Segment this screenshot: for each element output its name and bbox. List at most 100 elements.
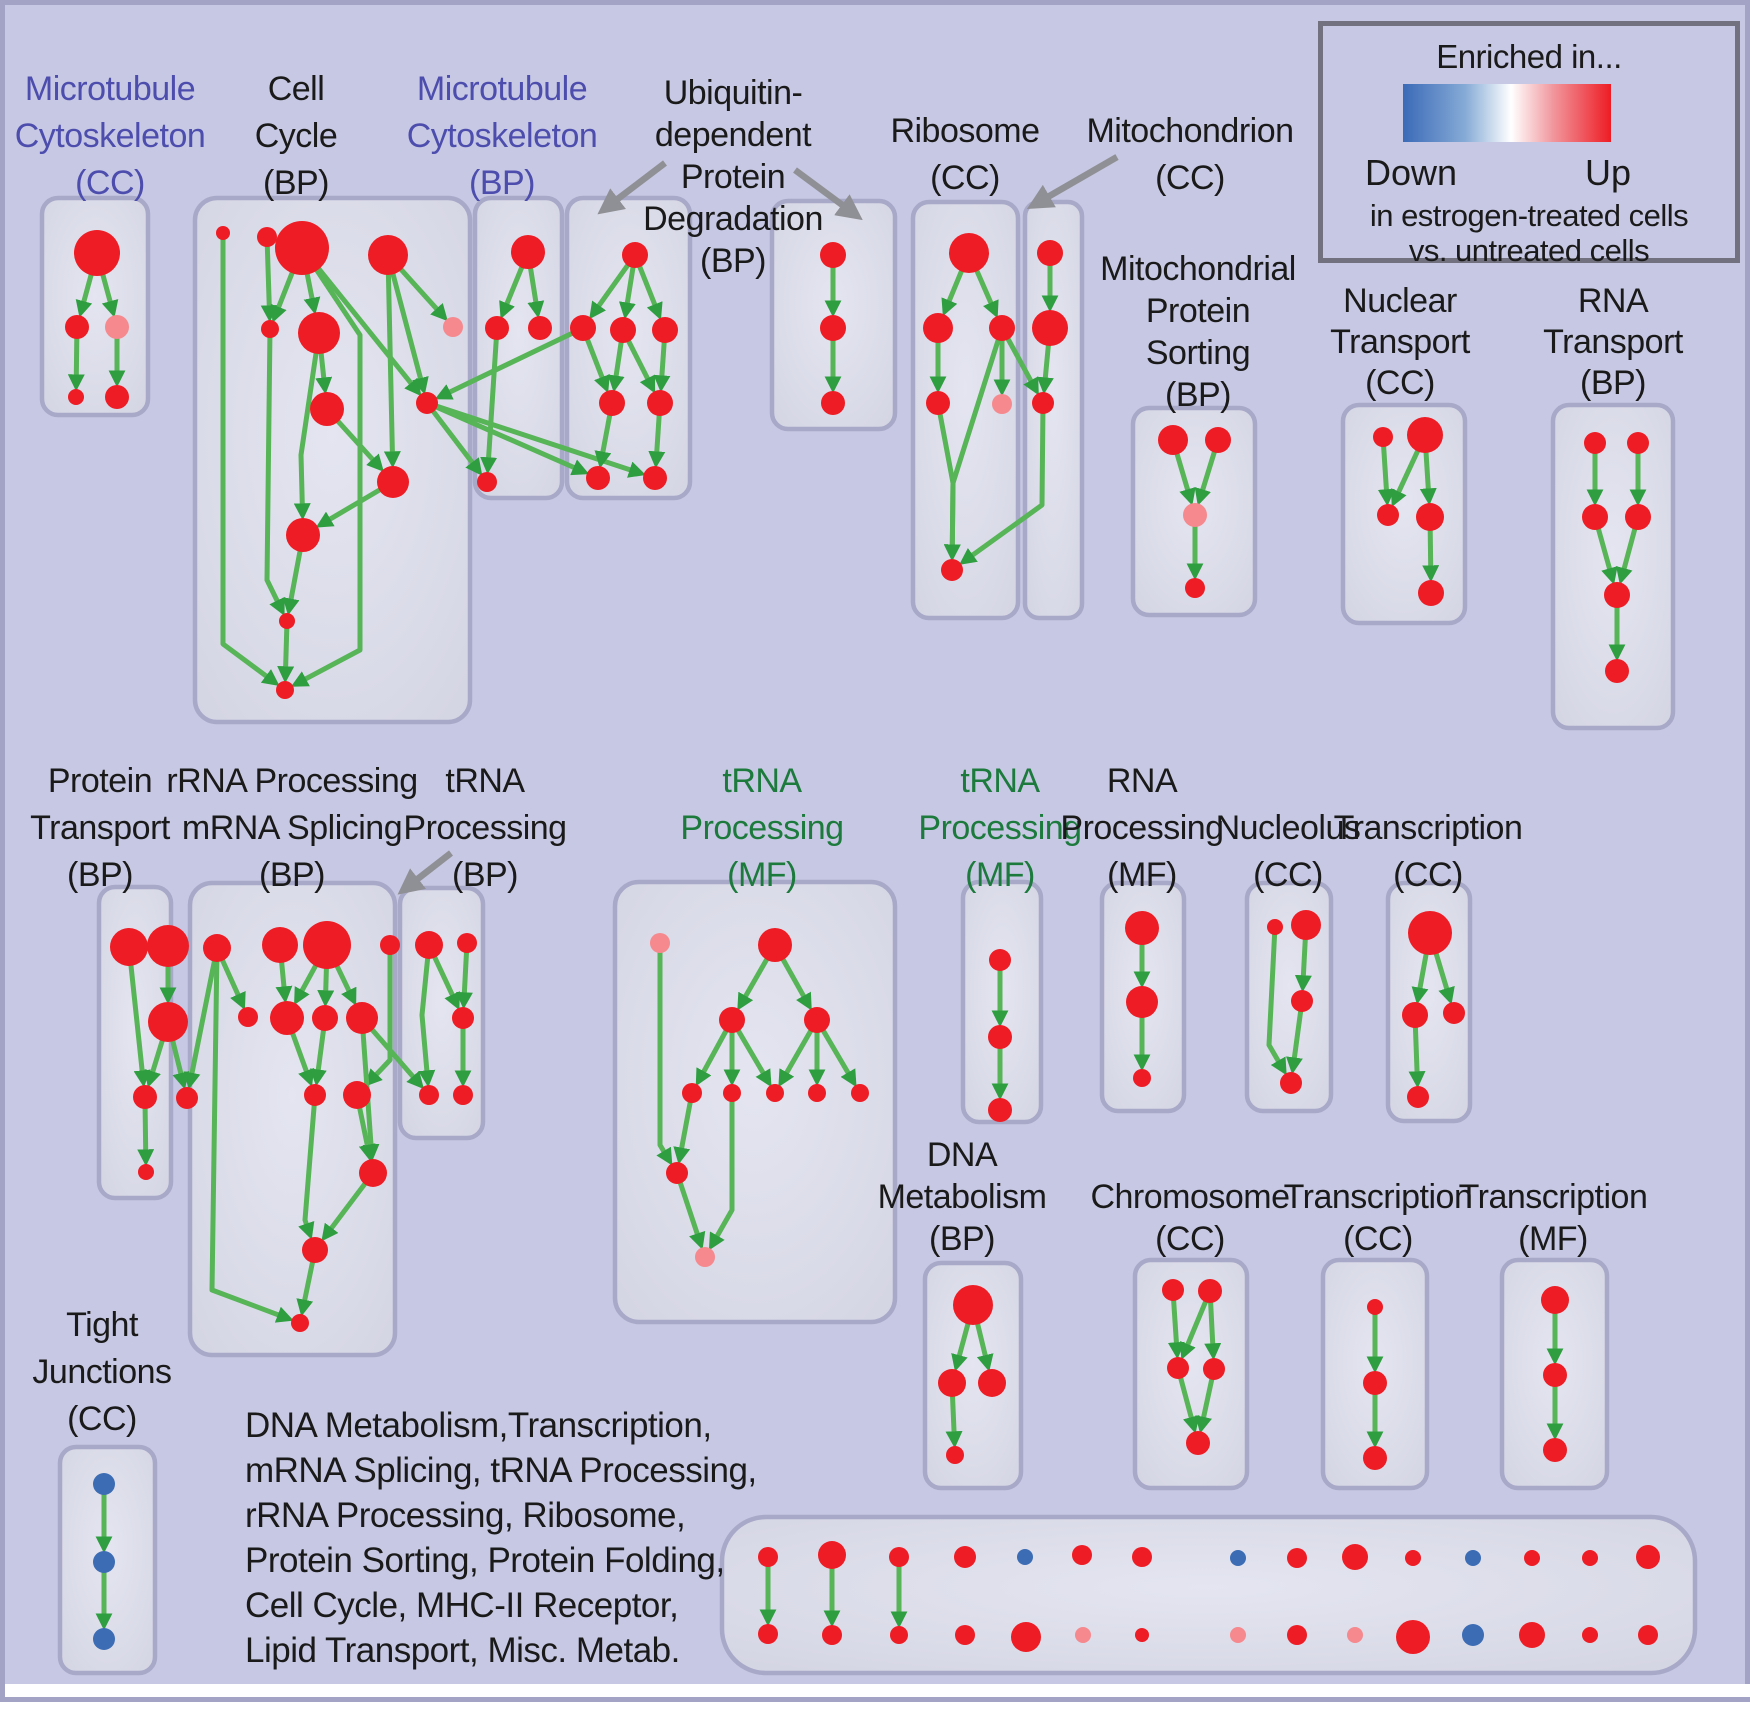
go-term-node-ch5 [1186, 1431, 1210, 1455]
edge-dm1-dm3 [975, 1322, 994, 1372]
go-term-node-v1 [820, 242, 846, 268]
edge-tb1-tb4 [418, 957, 436, 1088]
cluster-box-cell-cycle [192, 195, 473, 725]
cluster-label-microtubule-bp-line-1: Microtubule [417, 70, 587, 108]
edge-mp2-mp3 [1194, 450, 1217, 506]
edge-dm2-dm4 [945, 1395, 963, 1449]
go-term-node-tm3 [719, 1007, 745, 1033]
summary-note-line-6: Lipid Transport, Misc. Metab. [245, 1631, 680, 1670]
go-term-node-m3 [105, 315, 129, 339]
go-term-node-rt5 [1604, 582, 1630, 608]
summary-note: DNA Metabolism,Transcription, mRNA Splici… [245, 1403, 757, 1673]
go-term-node-mp2 [1205, 427, 1231, 453]
go-term-node-tm11 [695, 1247, 715, 1267]
go-term-node-rt2 [1627, 432, 1649, 454]
go-term-node-tj1 [93, 1473, 115, 1495]
edge-mb1-mb2 [499, 265, 525, 320]
cluster-box-microtubule-cc [39, 195, 151, 418]
go-term-node-p4b [955, 1625, 975, 1645]
go-term-node-r1 [203, 934, 231, 962]
legend-subtitle-line2: vs. untreated cells [1408, 233, 1650, 268]
cluster-label-trna-processing-bp-line-3: (BP) [452, 856, 518, 894]
edge-w1-w3 [1433, 952, 1455, 1005]
go-term-node-cc11 [279, 613, 295, 629]
edge-u2-u5 [584, 338, 610, 393]
edge-tm4-tm7 [778, 1029, 814, 1088]
edge-r10-r11 [357, 1107, 376, 1162]
go-term-node-m5 [105, 385, 129, 409]
go-term-node-p2t [818, 1541, 846, 1569]
go-term-node-rp1 [1125, 911, 1159, 945]
cluster-label-transcription-cc-mid-line-2: (CC) [1393, 856, 1463, 894]
cluster-label-rrna-mrna-line-1: rRNA Processing [166, 762, 417, 800]
go-term-node-nt4 [1416, 503, 1444, 531]
edge-r4-r10 [365, 954, 393, 1087]
cluster-label-ubiquitin-degradation-line-5: (BP) [700, 242, 766, 280]
cluster-label-nuclear-transport-line-1: Nuclear [1343, 282, 1457, 320]
go-term-node-r8 [346, 1002, 378, 1034]
edge-cc10-cc11 [282, 550, 303, 616]
edge-rt4-rt5 [1616, 527, 1638, 585]
go-term-node-u6 [647, 390, 673, 416]
edge-u1-u3 [618, 266, 636, 320]
go-network-diagram: Microtubule Cytoskeleton (CC) Cell Cycle (BP)… [15, 70, 1698, 1676]
edge-ch4-ch5 [1195, 1378, 1215, 1434]
cluster-label-transcription-cc-mid-line-1: Transcription [1334, 809, 1523, 847]
edge-tm2-tm3 [737, 957, 770, 1011]
go-term-node-p14b [1582, 1627, 1598, 1643]
edge-ch2-ch3 [1180, 1300, 1209, 1360]
legend-box: Enriched in... Down Up in estrogen-treat… [1318, 21, 1740, 268]
cluster-label-transcription-cc-bottom-line-2: (CC) [1343, 1220, 1413, 1258]
go-term-node-tm9 [851, 1084, 869, 1102]
go-term-node-rb2 [923, 313, 953, 343]
go-term-node-r4 [380, 935, 400, 955]
cluster-label-trna-processing-mf-2-line-2: Processing [918, 809, 1081, 847]
go-term-node-cc12 [276, 681, 294, 699]
go-term-node-u4 [652, 317, 678, 343]
edge-r8-tb4 [369, 1027, 424, 1090]
go-term-node-ch4 [1203, 1358, 1225, 1380]
go-term-node-cc2 [257, 227, 277, 247]
go-term-node-p1b [758, 1624, 778, 1644]
cluster-label-transcription-mf-line-1: Transcription [1459, 1178, 1648, 1216]
go-term-node-nu1 [1267, 919, 1283, 935]
go-term-node-u7 [586, 466, 610, 490]
edge-u2-cc13 [434, 330, 574, 400]
go-term-node-u3 [610, 317, 636, 343]
go-term-node-p5t [1017, 1549, 1033, 1565]
go-term-node-cc7 [443, 317, 463, 337]
edge-r9-r12 [298, 1104, 317, 1240]
edge-cc1-cc12 [220, 239, 280, 687]
cluster-label-nucleolus-line-2: (CC) [1253, 856, 1323, 894]
cluster-label-trna-processing-mf-1-line-1: tRNA [722, 762, 802, 800]
edge-r11-r12 [321, 1181, 368, 1242]
edge-rb1-rb3 [974, 269, 999, 319]
go-term-node-u2 [570, 315, 596, 341]
go-term-node-tf3 [1543, 1438, 1567, 1462]
edge-m2-m4 [67, 337, 85, 392]
edge-cc3-cc12 [290, 268, 363, 687]
edge-r12-r13 [296, 1261, 316, 1317]
go-term-node-tm5 [682, 1083, 702, 1103]
go-term-node-u8 [643, 466, 667, 490]
go-term-node-p15t [1636, 1545, 1660, 1569]
go-term-node-rp2 [1126, 986, 1158, 1018]
cluster-label-mitochondrion-line-1: Mitochondrion [1086, 112, 1293, 150]
go-term-node-p2b [822, 1625, 842, 1645]
edge-tm3-tm7 [735, 1029, 772, 1088]
go-term-node-nu4 [1280, 1072, 1302, 1094]
cluster-label-microtubule-cc-line-3: (CC) [75, 164, 145, 202]
edge-cc4-cc9 [383, 273, 401, 469]
go-term-node-r2 [262, 927, 298, 963]
go-term-node-mb2 [485, 316, 509, 340]
edge-dm1-dm2 [951, 1322, 971, 1372]
go-term-node-w3 [1443, 1002, 1465, 1024]
edge-nt4-nt5 [1422, 529, 1440, 583]
edge-rb3-rb6 [943, 338, 1001, 562]
edge-nu3-nu4 [1286, 1010, 1304, 1075]
go-term-node-p4t [954, 1546, 976, 1568]
cluster-box-mixed-strip [719, 1514, 1698, 1676]
go-term-node-dm3 [978, 1369, 1006, 1397]
edge-nt2-nt4 [1419, 451, 1437, 506]
